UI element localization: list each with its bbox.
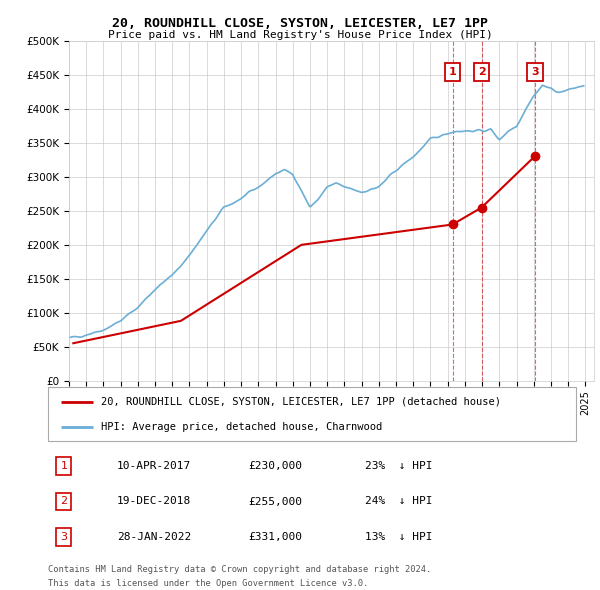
Text: Price paid vs. HM Land Registry's House Price Index (HPI): Price paid vs. HM Land Registry's House …	[107, 30, 493, 40]
Text: 3: 3	[61, 532, 67, 542]
Text: 1: 1	[61, 461, 67, 471]
Text: £331,000: £331,000	[248, 532, 302, 542]
Text: 19-DEC-2018: 19-DEC-2018	[116, 497, 191, 506]
Text: 20, ROUNDHILL CLOSE, SYSTON, LEICESTER, LE7 1PP: 20, ROUNDHILL CLOSE, SYSTON, LEICESTER, …	[112, 17, 488, 30]
Text: 2: 2	[60, 497, 67, 506]
Text: 28-JAN-2022: 28-JAN-2022	[116, 532, 191, 542]
Text: 23%  ↓ HPI: 23% ↓ HPI	[365, 461, 432, 471]
Text: 10-APR-2017: 10-APR-2017	[116, 461, 191, 471]
Text: £255,000: £255,000	[248, 497, 302, 506]
Text: 24%  ↓ HPI: 24% ↓ HPI	[365, 497, 432, 506]
Text: HPI: Average price, detached house, Charnwood: HPI: Average price, detached house, Char…	[101, 422, 382, 432]
FancyBboxPatch shape	[48, 387, 576, 441]
Text: 1: 1	[449, 67, 457, 77]
Text: 13%  ↓ HPI: 13% ↓ HPI	[365, 532, 432, 542]
Text: 2: 2	[478, 67, 485, 77]
Text: Contains HM Land Registry data © Crown copyright and database right 2024.: Contains HM Land Registry data © Crown c…	[48, 565, 431, 574]
Text: £230,000: £230,000	[248, 461, 302, 471]
Text: This data is licensed under the Open Government Licence v3.0.: This data is licensed under the Open Gov…	[48, 579, 368, 588]
Text: 3: 3	[532, 67, 539, 77]
Text: 20, ROUNDHILL CLOSE, SYSTON, LEICESTER, LE7 1PP (detached house): 20, ROUNDHILL CLOSE, SYSTON, LEICESTER, …	[101, 396, 501, 407]
